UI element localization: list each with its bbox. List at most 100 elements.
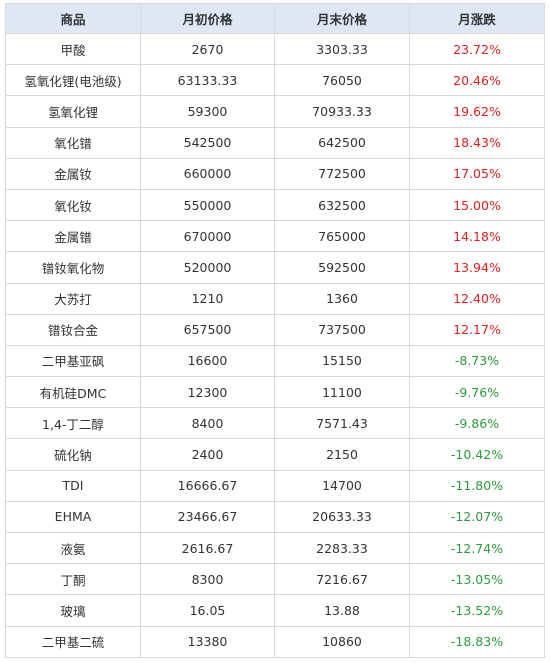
table-row: 氢氧化锂(电池级) 63133.33 76050 20.46%: [5, 64, 545, 97]
commodity-cell: 硫化钠: [5, 438, 141, 471]
end-price-cell: 2150: [274, 438, 410, 471]
table-row: 1,4-丁二醇 8400 7571.43 -9.86%: [5, 407, 545, 440]
end-price-cell: 14700: [274, 469, 410, 502]
table-row: EHMA 23466.67 20633.33 -12.07%: [5, 500, 545, 534]
header-monthly-change: 月涨跌: [409, 3, 545, 34]
table-row: TDI 16666.67 14700 -11.80%: [5, 469, 545, 502]
commodity-cell: 玻璃: [5, 594, 141, 627]
change-cell: 20.46%: [409, 64, 545, 97]
end-price-cell: 7571.43: [274, 407, 410, 440]
commodity-cell: 甲酸: [5, 32, 141, 66]
start-price-cell: 23466.67: [140, 500, 275, 534]
change-cell: -10.42%: [409, 438, 545, 471]
start-price-cell: 59300: [140, 95, 275, 128]
start-price-cell: 16600: [140, 344, 275, 378]
start-price-cell: 657500: [140, 313, 275, 346]
start-price-cell: 660000: [140, 157, 275, 190]
start-price-cell: 670000: [140, 220, 275, 253]
table-body: 甲酸 2670 3303.33 23.72% 氢氧化锂(电池级) 63133.33 7605…: [5, 32, 545, 658]
table-row: 二甲基亚砜 16600 15150 -8.73%: [5, 344, 545, 378]
end-price-cell: 1360: [274, 282, 410, 315]
table-header-row: 商品 月初价格 月末价格 月涨跌: [5, 3, 545, 34]
commodity-cell: 有机硅DMC: [5, 376, 141, 409]
end-price-cell: 10860: [274, 625, 410, 658]
start-price-cell: 2670: [140, 32, 275, 66]
commodity-cell: 氧化镨: [5, 126, 141, 159]
end-price-cell: 76050: [274, 64, 410, 97]
end-price-cell: 737500: [274, 313, 410, 346]
change-cell: -9.86%: [409, 407, 545, 440]
table-row: 镨钕氧化物 520000 592500 13.94%: [5, 251, 545, 284]
commodity-cell: EHMA: [5, 500, 141, 534]
end-price-cell: 2283.33: [274, 531, 410, 565]
start-price-cell: 550000: [140, 188, 275, 222]
change-cell: 23.72%: [409, 32, 545, 66]
change-cell: -11.80%: [409, 469, 545, 502]
change-cell: -13.52%: [409, 594, 545, 627]
change-cell: -9.76%: [409, 376, 545, 409]
commodity-cell: 氢氧化锂(电池级): [5, 64, 141, 97]
change-cell: -8.73%: [409, 344, 545, 378]
end-price-cell: 772500: [274, 157, 410, 190]
end-price-cell: 70933.33: [274, 95, 410, 128]
table-row: 甲酸 2670 3303.33 23.72%: [5, 32, 545, 66]
change-cell: -13.05%: [409, 563, 545, 596]
change-cell: 19.62%: [409, 95, 545, 128]
end-price-cell: 3303.33: [274, 32, 410, 66]
change-cell: -12.07%: [409, 500, 545, 534]
commodity-cell: 金属钕: [5, 157, 141, 190]
change-cell: 18.43%: [409, 126, 545, 159]
end-price-cell: 592500: [274, 251, 410, 284]
end-price-cell: 7216.67: [274, 563, 410, 596]
table-row: 丁酮 8300 7216.67 -13.05%: [5, 563, 545, 596]
commodity-cell: 氧化钕: [5, 188, 141, 222]
table-row: 金属钕 660000 772500 17.05%: [5, 157, 545, 190]
commodity-cell: TDI: [5, 469, 141, 502]
price-table-container: 商品 月初价格 月末价格 月涨跌 甲酸 2670 3303.33 23.72% 氢氧化锂…: [5, 3, 545, 658]
commodity-cell: 大苏打: [5, 282, 141, 315]
start-price-cell: 2616.67: [140, 531, 275, 565]
start-price-cell: 16666.67: [140, 469, 275, 502]
table-row: 有机硅DMC 12300 11100 -9.76%: [5, 376, 545, 409]
change-cell: 17.05%: [409, 157, 545, 190]
change-cell: 12.40%: [409, 282, 545, 315]
start-price-cell: 63133.33: [140, 64, 275, 97]
commodity-cell: 镨钕合金: [5, 313, 141, 346]
table-row: 液氨 2616.67 2283.33 -12.74%: [5, 531, 545, 565]
start-price-cell: 8300: [140, 563, 275, 596]
table-row: 氧化镨 542500 642500 18.43%: [5, 126, 545, 159]
table-row: 氧化钕 550000 632500 15.00%: [5, 188, 545, 222]
start-price-cell: 2400: [140, 438, 275, 471]
end-price-cell: 13.88: [274, 594, 410, 627]
commodity-cell: 1,4-丁二醇: [5, 407, 141, 440]
start-price-cell: 520000: [140, 251, 275, 284]
end-price-cell: 642500: [274, 126, 410, 159]
change-cell: 12.17%: [409, 313, 545, 346]
commodity-cell: 氢氧化锂: [5, 95, 141, 128]
commodity-cell: 二甲基亚砜: [5, 344, 141, 378]
header-end-price: 月末价格: [274, 3, 410, 34]
start-price-cell: 13380: [140, 625, 275, 658]
change-cell: 13.94%: [409, 251, 545, 284]
table-row: 玻璃 16.05 13.88 -13.52%: [5, 594, 545, 627]
end-price-cell: 15150: [274, 344, 410, 378]
start-price-cell: 12300: [140, 376, 275, 409]
commodity-cell: 液氨: [5, 531, 141, 565]
change-cell: -12.74%: [409, 531, 545, 565]
table-row: 金属镨 670000 765000 14.18%: [5, 220, 545, 253]
start-price-cell: 542500: [140, 126, 275, 159]
change-cell: 15.00%: [409, 188, 545, 222]
price-change-table: 商品 月初价格 月末价格 月涨跌 甲酸 2670 3303.33 23.72% 氢氧化锂…: [5, 3, 545, 658]
start-price-cell: 1210: [140, 282, 275, 315]
commodity-cell: 丁酮: [5, 563, 141, 596]
change-cell: -18.83%: [409, 625, 545, 658]
commodity-cell: 金属镨: [5, 220, 141, 253]
change-cell: 14.18%: [409, 220, 545, 253]
header-start-price: 月初价格: [140, 3, 275, 34]
start-price-cell: 16.05: [140, 594, 275, 627]
end-price-cell: 765000: [274, 220, 410, 253]
table-row: 大苏打 1210 1360 12.40%: [5, 282, 545, 315]
commodity-cell: 镨钕氧化物: [5, 251, 141, 284]
table-row: 二甲基二硫 13380 10860 -18.83%: [5, 625, 545, 658]
end-price-cell: 632500: [274, 188, 410, 222]
